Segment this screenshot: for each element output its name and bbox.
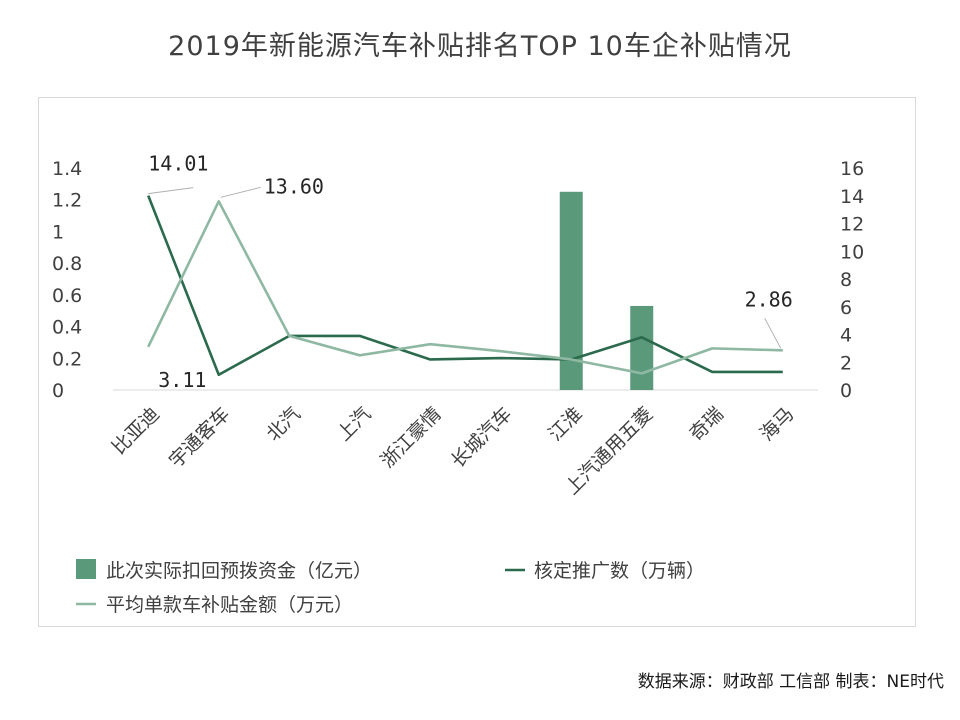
chart-area: [38, 97, 916, 627]
y-left-tick-label: 0.6: [52, 285, 82, 307]
y-right-tick-label: 0: [840, 380, 852, 402]
y-left-tick-label: 0.4: [52, 317, 82, 339]
y-right-tick-label: 12: [840, 214, 864, 236]
data-label: 13.60: [264, 174, 324, 198]
y-left-tick-label: 1.4: [52, 158, 82, 180]
category-label: 浙江豪情: [376, 403, 445, 472]
category-label: 北汽: [262, 403, 304, 445]
y-left-tick-label: 0: [52, 380, 64, 402]
y-left-tick-label: 1: [52, 221, 64, 243]
category-label: 宇通客车: [165, 403, 234, 472]
y-right-tick-label: 8: [840, 269, 852, 291]
chart-title: 2019年新能源汽车补贴排名TOP 10车企补贴情况: [168, 31, 792, 62]
category-label: 长城汽车: [447, 403, 516, 472]
category-label: 上汽: [333, 403, 375, 445]
legend-swatch-bar: [76, 559, 96, 579]
data-label-leader: [220, 186, 261, 198]
data-label: 3.11: [158, 368, 206, 392]
y-left-tick-label: 0.2: [52, 348, 82, 370]
y-right-tick-label: 2: [840, 352, 852, 374]
series-line: [147, 200, 783, 375]
bar: [630, 305, 654, 390]
y-right-tick-label: 6: [840, 297, 852, 319]
y-right-tick-label: 16: [840, 158, 864, 180]
legend-label: 此次实际扣回预拨资金（亿元）: [106, 560, 372, 582]
data-label: 2.86: [745, 287, 793, 311]
y-right-tick-label: 4: [840, 325, 852, 347]
data-label-leader: [764, 318, 782, 349]
bar: [559, 191, 583, 390]
y-left-tick-label: 1.2: [52, 190, 82, 212]
category-label: 江淮: [544, 403, 586, 445]
legend-label: 平均单款车补贴金额（万元）: [106, 594, 353, 616]
series-line: [147, 195, 783, 377]
source-note: 数据来源：财政部 工信部 制表：NE时代: [637, 672, 944, 692]
legend-label: 核定推广数（万辆）: [534, 560, 705, 582]
category-label: 海马: [756, 403, 798, 445]
y-right-tick-label: 14: [840, 186, 864, 208]
data-label: 14.01: [148, 152, 208, 176]
data-label-leader: [148, 187, 194, 195]
y-left-tick-label: 0.8: [52, 253, 82, 275]
category-label: 比亚迪: [108, 403, 164, 459]
y-right-tick-label: 10: [840, 241, 864, 263]
category-label: 奇瑞: [685, 403, 727, 445]
